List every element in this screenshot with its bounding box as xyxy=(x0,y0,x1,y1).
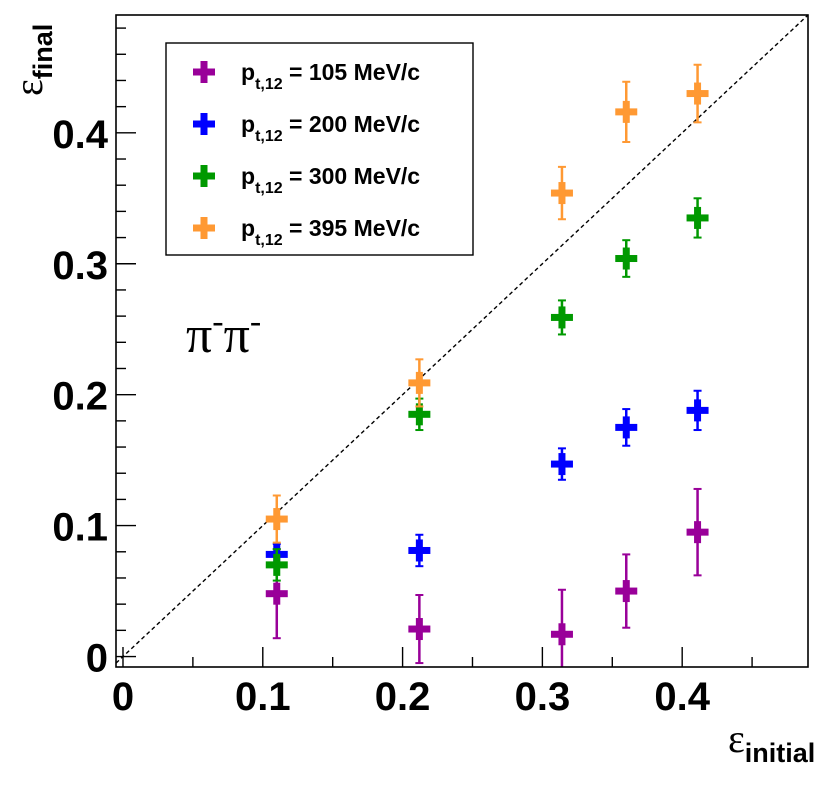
marker-v xyxy=(415,618,423,641)
data-point xyxy=(615,239,638,278)
series-0 xyxy=(265,487,709,667)
series-2 xyxy=(265,197,709,582)
marker-v xyxy=(415,403,423,426)
y-axis-title: εfinal xyxy=(6,24,58,96)
marker-v xyxy=(694,399,702,422)
y-tick-label: 0.4 xyxy=(52,113,108,157)
data-point xyxy=(686,389,709,432)
series-3 xyxy=(265,63,709,544)
data-point xyxy=(265,494,288,544)
data-point xyxy=(615,408,638,447)
marker-v xyxy=(273,553,281,576)
legend-item: pt,12 = 395 MeV/c xyxy=(193,215,420,249)
marker-v xyxy=(415,539,423,562)
marker-v xyxy=(273,508,281,531)
legend-label: pt,12 = 200 MeV/c xyxy=(241,111,420,145)
legend-marker-v xyxy=(200,61,208,83)
data-point xyxy=(550,299,573,336)
x-tick-label: 0.1 xyxy=(235,675,291,719)
legend-marker-v xyxy=(200,113,208,135)
marker-v xyxy=(558,306,566,329)
y-tick-label: 0.2 xyxy=(52,375,108,419)
legend-item: pt,12 = 200 MeV/c xyxy=(193,111,420,145)
data-point xyxy=(408,358,431,408)
marker-v xyxy=(558,623,566,646)
data-point xyxy=(550,588,573,667)
legend-label: pt,12 = 300 MeV/c xyxy=(241,163,420,197)
marker-v xyxy=(273,582,281,605)
data-point xyxy=(686,63,709,124)
axes: 0 0.1 0.2 0.3 0.4 0 0.1 0.2 0.3 0.4 εinitial εfinal xyxy=(6,14,815,768)
x-tick-label: 0.3 xyxy=(515,675,571,719)
x-tick-label: 0 xyxy=(112,675,134,719)
marker-v xyxy=(694,82,702,105)
legend-label: pt,12 = 105 MeV/c xyxy=(241,59,420,93)
data-point xyxy=(615,553,638,629)
marker-v xyxy=(558,453,566,476)
marker-v xyxy=(694,206,702,229)
data-point xyxy=(550,165,573,221)
marker-v xyxy=(558,182,566,205)
data-point xyxy=(686,197,709,239)
legend-box xyxy=(165,42,474,256)
legend-marker-v xyxy=(200,217,208,239)
x-axis-title: εinitial xyxy=(728,716,815,768)
data-point xyxy=(265,548,288,582)
y-tick-label: 0 xyxy=(86,637,108,681)
x-tick-label: 0.2 xyxy=(375,675,431,719)
particle-annotation: π-π- xyxy=(186,303,261,364)
data-point xyxy=(550,447,573,481)
legend-item: pt,12 = 105 MeV/c xyxy=(193,59,420,93)
legend: pt,12 = 105 MeV/c pt,12 = 200 MeV/c pt,12 … xyxy=(165,42,474,256)
plot-frame xyxy=(115,14,809,668)
legend-label: pt,12 = 395 MeV/c xyxy=(241,215,420,249)
data-point xyxy=(408,533,431,568)
legend-marker-v xyxy=(200,165,208,187)
marker-v xyxy=(415,371,423,394)
marker-v xyxy=(622,416,630,439)
data-point xyxy=(686,487,709,577)
marker-v xyxy=(622,247,630,270)
marker-v xyxy=(694,521,702,544)
legend-item: pt,12 = 300 MeV/c xyxy=(193,163,420,197)
plot-layer xyxy=(116,15,808,667)
x-tick-label: 0.4 xyxy=(654,675,710,719)
y-tick-label: 0.1 xyxy=(52,506,108,550)
y-tick-label: 0.3 xyxy=(52,244,108,288)
data-point xyxy=(408,593,431,665)
marker-v xyxy=(622,580,630,603)
data-point xyxy=(615,80,638,143)
marker-v xyxy=(622,100,630,123)
